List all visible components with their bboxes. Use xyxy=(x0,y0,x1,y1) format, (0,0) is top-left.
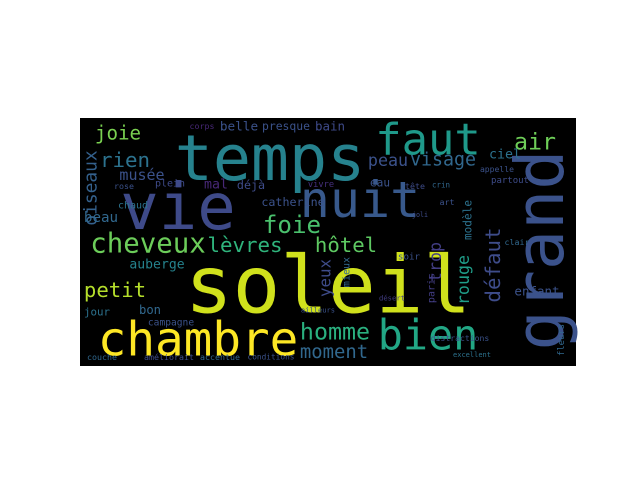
word: foie xyxy=(263,211,321,239)
word: améliorait xyxy=(144,352,194,362)
word: musée xyxy=(119,166,164,184)
word: cheveux xyxy=(90,229,205,260)
word: catherine xyxy=(261,195,324,209)
word: ciel xyxy=(489,148,521,163)
word: corps xyxy=(190,121,215,131)
word: eau xyxy=(370,177,390,190)
word: soleil xyxy=(185,239,471,332)
word: yeux xyxy=(316,259,335,297)
word: joie xyxy=(95,122,141,145)
word: plein xyxy=(155,179,185,190)
word: oiseaux xyxy=(81,150,102,226)
word: défaut xyxy=(481,227,505,302)
word: déjà xyxy=(237,178,265,192)
word: moment xyxy=(300,341,368,363)
word: hôtel xyxy=(315,233,377,257)
word: excellent xyxy=(453,351,491,359)
word: soir xyxy=(398,252,421,263)
word: jour xyxy=(84,306,111,319)
word: paris xyxy=(427,273,438,303)
word: rose xyxy=(114,181,134,191)
word: faut xyxy=(375,115,480,166)
word: rien xyxy=(100,148,150,172)
word: presque xyxy=(262,119,310,133)
word: fleurs xyxy=(557,324,567,356)
word: accentue xyxy=(200,352,240,362)
word: lèvres xyxy=(207,233,282,257)
cloud-background xyxy=(80,118,576,366)
word: air xyxy=(514,129,556,156)
word: mieux xyxy=(342,257,353,287)
word: peau xyxy=(368,150,408,170)
word: joli xyxy=(412,211,428,219)
word: nuit xyxy=(300,171,420,229)
word: enfant xyxy=(514,284,559,299)
word: bain xyxy=(315,119,345,134)
word: chaud xyxy=(118,201,148,212)
word: vie xyxy=(120,171,235,245)
word: petit xyxy=(84,278,146,302)
word: visage xyxy=(410,150,476,171)
word: homme xyxy=(300,319,370,346)
word: vivre xyxy=(308,180,334,190)
word: mal xyxy=(204,178,228,193)
word: tête xyxy=(405,181,425,191)
word: beau xyxy=(84,210,118,226)
word: désert xyxy=(379,294,405,303)
word: rouge xyxy=(453,255,473,305)
word: crin xyxy=(432,181,450,190)
word: chambre xyxy=(98,313,299,368)
word: grand xyxy=(501,150,579,351)
word: bon xyxy=(139,303,161,317)
word: ailleurs xyxy=(301,306,335,315)
word: clair xyxy=(505,237,530,247)
word: art xyxy=(440,197,455,207)
word: couche xyxy=(87,352,117,362)
word: distractions xyxy=(431,333,490,343)
word: trop xyxy=(425,242,445,282)
word: belle xyxy=(220,119,258,134)
word: auberge xyxy=(129,258,184,273)
word: temps xyxy=(175,121,366,195)
word: campagne xyxy=(148,318,194,329)
word: partout xyxy=(491,176,529,186)
word: modèle xyxy=(462,200,475,240)
word: bien xyxy=(378,311,478,360)
word: conditions xyxy=(248,353,295,362)
word: appelle xyxy=(480,164,514,174)
